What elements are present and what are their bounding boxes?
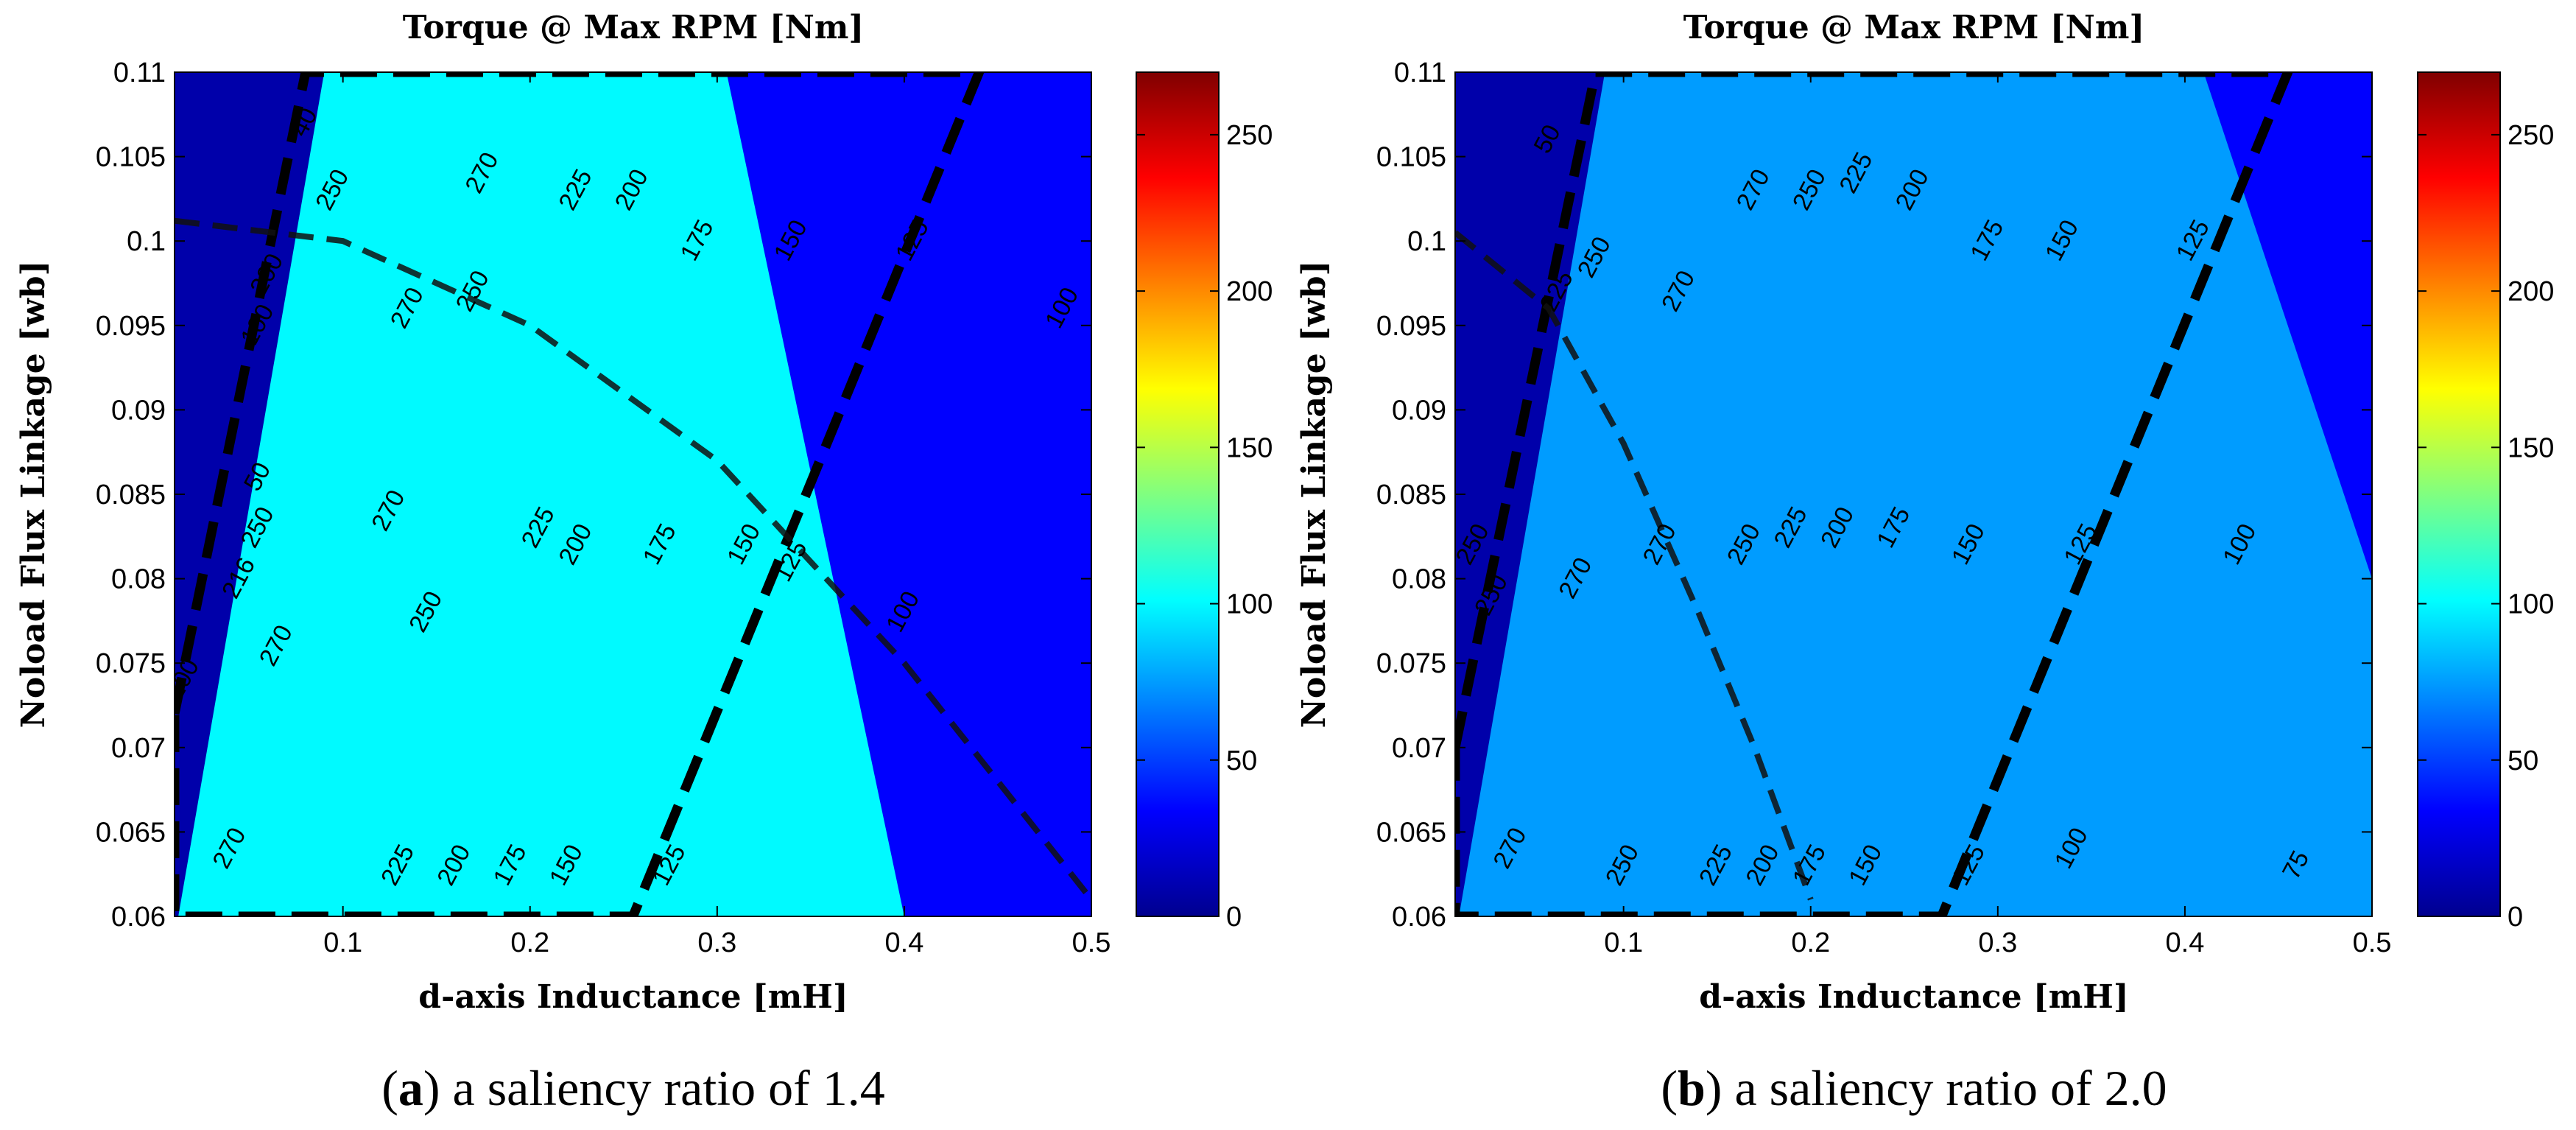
contour-band-100 [175, 72, 904, 916]
y-tick-label: 0.065 [1376, 817, 1446, 848]
y-tick-label: 0.085 [96, 480, 166, 510]
chart-title: Torque @ Max RPM [Nm] [1683, 9, 2144, 46]
low-torque-region [1455, 72, 1605, 916]
x-axis-label: d-axis Inductance [mH] [418, 978, 848, 1016]
y-tick-label: 0.1 [127, 226, 166, 257]
caption-label: a [398, 1060, 423, 1116]
chart-title: Torque @ Max RPM [Nm] [403, 9, 864, 46]
caption-a: (a) a saliency ratio of 1.4 [381, 1060, 885, 1116]
y-tick-label: 0.06 [1392, 902, 1446, 933]
tradeoff-curve [1455, 230, 1814, 901]
chart-panel-a: Torque @ Max RPM [Nm] 270270270270270250… [15, 9, 1273, 1016]
y-tick-label: 0.08 [111, 564, 166, 595]
heatmap-bands [175, 72, 904, 916]
feasible-region-boundary [1455, 72, 2293, 916]
colorbar-tick-label: 100 [2508, 589, 2554, 620]
overlay-lines [175, 72, 1091, 916]
y-tick-label: 0.105 [96, 142, 166, 173]
y-axis-label: Noload Flux Linkage [wb] [15, 261, 52, 729]
y-tick-label: 0.095 [1376, 311, 1446, 342]
y-axis-label: Noload Flux Linkage [wb] [1295, 261, 1333, 729]
y-tick-label: 0.095 [96, 311, 166, 342]
chart-panel-b: Torque @ Max RPM [Nm] 270270270270270250… [1295, 9, 2554, 1016]
y-tick-label: 0.06 [111, 902, 166, 933]
x-tick-label: 0.1 [1604, 927, 1643, 958]
x-tick-label: 0.2 [510, 927, 549, 958]
colorbar-ticks: 0 50 100 150 200 250 [1136, 120, 1273, 933]
tradeoff-curve [175, 217, 1091, 902]
heatmap-bands [1455, 72, 2372, 916]
y-tick-label: 0.1 [1407, 226, 1446, 257]
low-torque-region [175, 72, 325, 916]
y-tick-label: 0.07 [1392, 733, 1446, 764]
caption-b: (b) a saliency ratio of 2.0 [1661, 1060, 2167, 1116]
x-tick-label: 0.4 [885, 927, 924, 958]
y-tick-label: 0.07 [111, 733, 166, 764]
colorbar-tick-label: 0 [2508, 902, 2523, 933]
colorbar-tick-label: 200 [1226, 276, 1273, 307]
caption-label: b [1678, 1060, 1706, 1116]
x-tick-label: 0.2 [1791, 927, 1830, 958]
y-tick-label: 0.085 [1376, 480, 1446, 510]
contour-band-75 [1455, 72, 2372, 916]
colorbar-ticks: 0 50 100 150 200 250 [2418, 120, 2554, 933]
colorbar-tick-label: 200 [2508, 276, 2554, 307]
x-tick-label: 0.5 [2353, 927, 2392, 958]
y-tick-label: 0.08 [1392, 564, 1446, 595]
colorbar [1136, 71, 1220, 917]
y-tick-label: 0.09 [111, 395, 166, 426]
y-tick-label: 0.105 [1376, 142, 1446, 173]
x-axis-ticks: 0.1 0.2 0.3 0.4 0.5 [1604, 72, 2391, 958]
x-tick-label: 0.3 [697, 927, 736, 958]
y-axis-ticks: 0.060.0650.070.0750.080.0850.090.0950.10… [96, 57, 1091, 933]
y-tick-label: 0.075 [1376, 648, 1446, 679]
y-tick-label: 0.11 [1394, 57, 1446, 88]
y-tick-label: 0.065 [96, 817, 166, 848]
x-tick-label: 0.5 [1072, 927, 1111, 958]
colorbar-tick-label: 150 [2508, 432, 2554, 463]
colorbar [2417, 71, 2501, 917]
x-tick-label: 0.3 [1978, 927, 2017, 958]
colorbar-tick-label: 150 [1226, 432, 1273, 463]
x-tick-label: 0.1 [323, 927, 362, 958]
x-axis-ticks: 0.1 0.2 0.3 0.4 0.5 [323, 72, 1111, 958]
colorbar-tick-label: 50 [1226, 745, 1257, 776]
colorbar-tick-label: 0 [1226, 902, 1242, 933]
y-tick-label: 0.09 [1392, 395, 1446, 426]
caption-text: ) a saliency ratio of 1.4 [423, 1060, 885, 1116]
feasible-region-boundary [175, 72, 985, 916]
colorbar-tick-label: 50 [2508, 745, 2538, 776]
colorbar-tick-label: 250 [2508, 120, 2554, 151]
y-axis-ticks: 0.060.0650.070.0750.080.0850.090.0950.10… [1376, 57, 2372, 933]
colorbar-tick-label: 250 [1226, 120, 1273, 151]
caption-text: ) a saliency ratio of 2.0 [1706, 1060, 2167, 1116]
y-tick-label: 0.075 [96, 648, 166, 679]
x-tick-label: 0.4 [2166, 927, 2205, 958]
x-axis-label: d-axis Inductance [mH] [1699, 978, 2128, 1016]
colorbar-tick-label: 100 [1226, 589, 1273, 620]
overlay-lines [1455, 72, 2293, 916]
y-tick-label: 0.11 [113, 57, 166, 88]
